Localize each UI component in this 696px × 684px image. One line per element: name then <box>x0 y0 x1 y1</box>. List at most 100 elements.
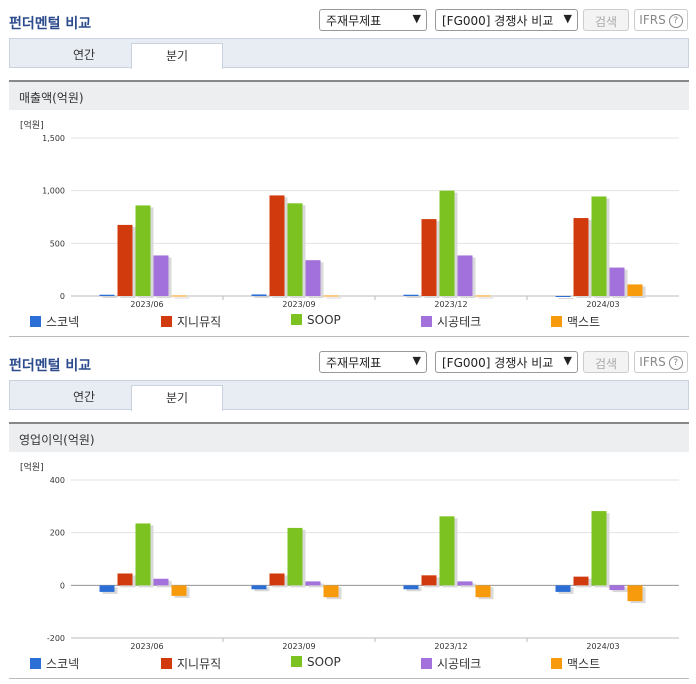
legend-label: 지니뮤직 <box>177 657 222 671</box>
bar-shadow <box>406 587 422 592</box>
search-button[interactable]: 검색 <box>583 351 629 373</box>
revenue-chart: 0 500 1,000 1,500 2023/06 2023/09 2023/12 2024/… <box>42 134 679 309</box>
legend-item[interactable]: 맥스트 <box>551 313 600 330</box>
bar <box>269 195 285 296</box>
legend-item[interactable]: SOOP <box>291 655 341 669</box>
legend-label: SOOP <box>307 655 341 669</box>
bar <box>573 218 589 296</box>
bar <box>439 190 455 296</box>
ifrs-button[interactable]: IFRS? <box>634 9 688 31</box>
legend-item[interactable]: 맥스트 <box>551 655 600 672</box>
y-tick-label: 200 <box>50 529 65 538</box>
chevron-down-icon: ▼ <box>563 12 572 25</box>
y-tick-label: 1,000 <box>42 187 65 196</box>
legend-swatch <box>30 316 41 327</box>
tab-quarterly[interactable]: 분기 <box>131 43 223 69</box>
bar-shadow <box>478 297 494 299</box>
y-tick-label: 400 <box>50 476 65 485</box>
bar <box>627 585 643 602</box>
bar-shadow <box>102 296 118 298</box>
bar <box>251 585 267 590</box>
section-title: 영업이익(억원) <box>9 422 689 452</box>
competitor-value: [FG000] 경쟁사 비교 <box>442 14 554 28</box>
legend-item[interactable]: 스코넥 <box>30 655 79 672</box>
bar <box>457 581 473 586</box>
bar <box>135 205 151 296</box>
x-tick-label: 2023/12 <box>434 300 467 309</box>
bar <box>421 575 437 586</box>
chevron-down-icon: ▼ <box>412 12 421 25</box>
legend-item[interactable]: SOOP <box>291 313 341 327</box>
bar <box>573 576 589 586</box>
bar <box>403 585 419 590</box>
chevron-down-icon: ▼ <box>563 354 572 367</box>
x-tick-label: 2023/09 <box>282 642 315 651</box>
statement-type-select[interactable]: 주재무제표 ▼ <box>319 351 427 373</box>
ifrs-label: IFRS <box>639 355 666 369</box>
bar <box>305 581 321 586</box>
competitor-select[interactable]: [FG000] 경쟁사 비교 ▼ <box>435 9 578 31</box>
statement-type-value: 주재무제표 <box>326 14 382 28</box>
bar <box>323 295 339 297</box>
legend-label: SOOP <box>307 313 341 327</box>
bar <box>591 511 607 586</box>
search-button[interactable]: 검색 <box>583 9 629 31</box>
bar <box>403 294 419 296</box>
bar-shadow <box>254 296 270 298</box>
bar <box>457 255 473 296</box>
x-tick-label: 2024/03 <box>586 300 619 309</box>
bar <box>153 578 169 586</box>
bar-shadow <box>558 298 574 299</box>
panel-title: 펀더멘털 비교 <box>9 16 92 32</box>
help-icon[interactable]: ? <box>668 356 683 370</box>
legend-item[interactable]: 시공테크 <box>421 655 481 672</box>
period-tabs: 연간 분기 <box>9 38 689 69</box>
divider <box>9 678 689 679</box>
legend-item[interactable]: 지니뮤직 <box>161 655 221 672</box>
competitor-select[interactable]: [FG000] 경쟁사 비교 ▼ <box>435 351 578 373</box>
tab-annual[interactable]: 연간 <box>72 390 96 404</box>
legend-label: 스코넥 <box>46 657 80 671</box>
bar <box>609 267 625 296</box>
divider <box>9 336 689 337</box>
bar-shadow <box>326 297 342 299</box>
x-tick-label: 2023/06 <box>130 642 163 651</box>
legend-label: 시공테크 <box>437 657 482 671</box>
ifrs-button[interactable]: IFRS? <box>634 351 688 373</box>
legend-swatch <box>30 658 41 669</box>
unit-label: [억원] <box>20 463 44 473</box>
bar <box>287 203 303 296</box>
bar <box>591 196 607 296</box>
legend-swatch <box>291 314 302 325</box>
bar <box>305 260 321 296</box>
legend-item[interactable]: 시공테크 <box>421 313 481 330</box>
y-tick-label: 0 <box>60 292 65 301</box>
legend-swatch <box>551 316 562 327</box>
bar <box>475 295 491 297</box>
bar <box>153 255 169 296</box>
bar <box>555 585 571 592</box>
bar <box>171 585 187 596</box>
legend-label: 스코넥 <box>46 315 80 329</box>
tab-annual[interactable]: 연간 <box>72 48 96 62</box>
statement-type-select[interactable]: 주재무제표 ▼ <box>319 9 427 31</box>
period-tabs: 연간 분기 <box>9 380 689 411</box>
legend-item[interactable]: 지니뮤직 <box>161 313 221 330</box>
chevron-down-icon: ▼ <box>412 354 421 367</box>
bar <box>99 294 115 296</box>
section-title: 매출액(억원) <box>9 80 689 110</box>
tab-quarterly[interactable]: 분기 <box>131 385 223 411</box>
bar <box>439 516 455 586</box>
x-tick-label: 2023/09 <box>282 300 315 309</box>
bar-shadow <box>254 587 270 592</box>
legend-label: 지니뮤직 <box>177 315 222 329</box>
bar <box>287 527 303 586</box>
legend-label: 맥스트 <box>567 657 601 671</box>
bar <box>99 585 115 592</box>
help-icon[interactable]: ? <box>668 14 683 28</box>
legend-item[interactable]: 스코넥 <box>30 313 79 330</box>
operating-profit-chart: -200 0 200 400 2023/06 2023/09 2023/12 2024/03 <box>47 476 679 651</box>
legend-swatch <box>291 656 302 667</box>
bar <box>251 294 267 296</box>
x-tick-label: 2023/06 <box>130 300 163 309</box>
